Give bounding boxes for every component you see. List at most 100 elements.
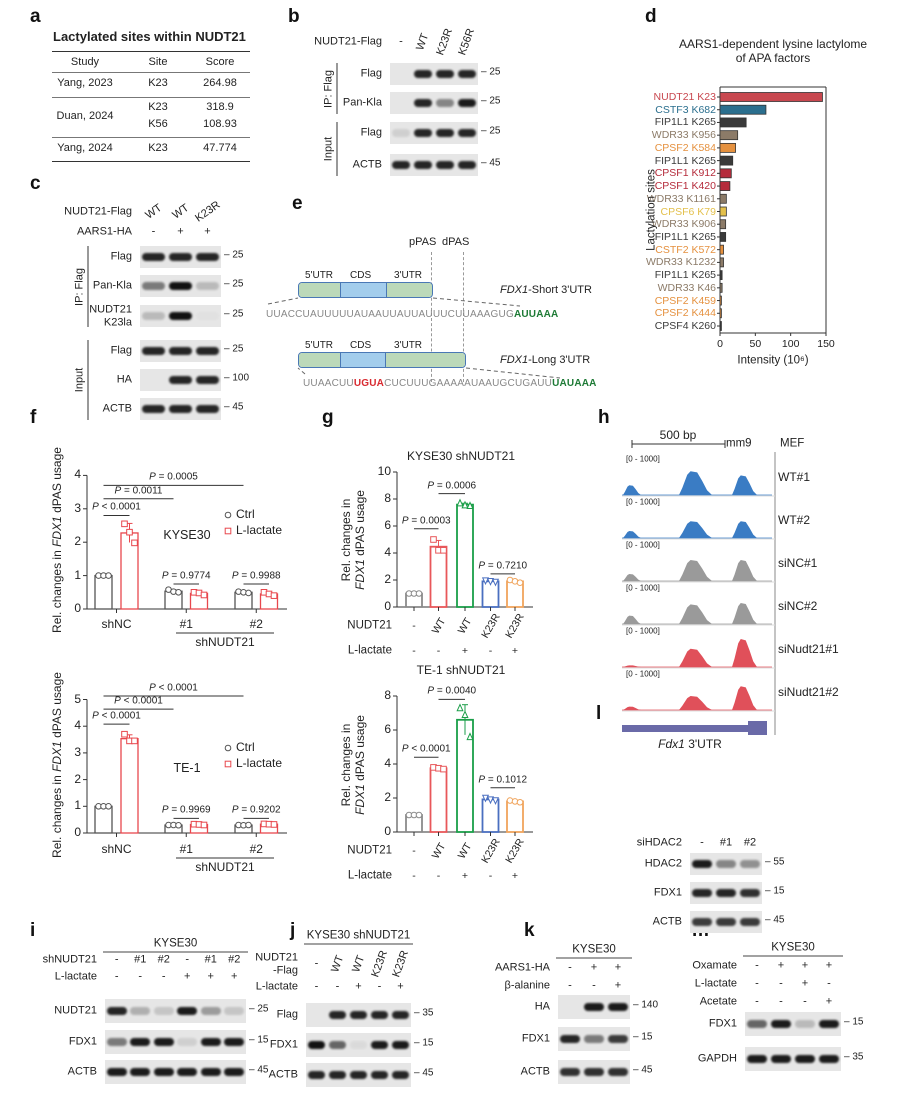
- p-value-label: P = 0.0040: [427, 685, 477, 697]
- segment-label-5utr: 5'UTR: [305, 270, 334, 281]
- segment-label-cds: CDS: [350, 340, 372, 351]
- pas-motif: UAUAAA: [552, 378, 597, 389]
- b-antibody-label: Flag: [360, 67, 382, 80]
- bar-wdr33-k46: [719, 282, 723, 293]
- m-lane-label: +: [825, 959, 833, 972]
- i-blot-strip: [105, 1030, 246, 1054]
- m-antibody-label: FDX1: [708, 1017, 737, 1030]
- c-antibody-label: Flag: [110, 250, 132, 263]
- k-lane-label: -: [592, 979, 596, 992]
- bar-fip1l1-k265: [719, 270, 723, 281]
- track-label: siNC#1: [778, 556, 818, 571]
- protein-band: [328, 1041, 347, 1049]
- coverage-peak: [679, 696, 712, 710]
- y-tick-label: 0: [384, 599, 391, 614]
- y-tick-label: 0: [74, 825, 81, 840]
- y-tick-label: 2: [74, 534, 81, 549]
- bar-cstf3-k682: [719, 104, 767, 115]
- coverage-peak: [679, 521, 712, 538]
- p-value-label: P = 0.1012: [478, 774, 528, 786]
- data-point: [105, 572, 112, 579]
- l-blot-strip: [690, 882, 762, 904]
- protein-band: [142, 347, 165, 355]
- data-point: [516, 798, 524, 806]
- j-antibody-label: Flag: [276, 1008, 298, 1021]
- data-point: [224, 511, 232, 519]
- isoform-text: -Short 3'UTR: [528, 284, 592, 296]
- protein-band: [106, 1038, 127, 1046]
- condition-value: +: [461, 869, 469, 882]
- table-rule: [52, 161, 250, 162]
- m-lane-label: +: [777, 959, 785, 972]
- c-mw-marker: – 25: [224, 278, 244, 290]
- segment-label-cds: CDS: [350, 270, 372, 281]
- protein-band: [196, 282, 219, 290]
- protein-band: [196, 253, 219, 261]
- coverage-peak: [679, 560, 712, 581]
- data-point: [415, 811, 423, 819]
- ugua-motif: UGUA: [353, 378, 385, 389]
- short-isoform-construct: [298, 282, 433, 298]
- coverage-peak: [679, 648, 712, 667]
- protein-band: [391, 129, 411, 137]
- category-label: FIP1L1 K265: [654, 269, 716, 282]
- cds-segment: [340, 353, 386, 367]
- y-tick-label: 2: [384, 572, 391, 587]
- i-lane-label: -: [138, 970, 143, 983]
- k-mw-marker: – 45: [633, 1064, 653, 1076]
- category-label: CSTF2 K572: [655, 243, 716, 256]
- panel-letter-a: a: [30, 6, 41, 27]
- segment-label-5utr: 5'UTR: [305, 340, 334, 351]
- table-cell-study: Yang, 2024: [57, 142, 113, 154]
- data-point: [224, 760, 232, 768]
- condition-value: -: [436, 869, 441, 882]
- coverage-peak: [623, 615, 641, 624]
- protein-band: [328, 1011, 347, 1019]
- coverage-peak: [732, 686, 757, 710]
- i-lane-label: +: [184, 970, 191, 983]
- p-value-label: P < 0.0001: [114, 695, 163, 707]
- protein-band: [435, 99, 455, 107]
- protein-band: [142, 405, 165, 413]
- protein-band: [224, 1007, 245, 1015]
- protein-band: [224, 1038, 245, 1046]
- y-axis-label: Rel. changes in FDX1 dPAS usage: [50, 672, 65, 858]
- gene-name: FDX1: [500, 354, 529, 366]
- k-lane-label: +: [614, 961, 622, 974]
- b-mw-marker: – 25: [481, 125, 501, 137]
- long-isoform-label: FDX1-Long 3'UTR: [500, 354, 590, 367]
- gene-model-utr: [622, 725, 750, 732]
- k-blot-strip: [558, 995, 630, 1019]
- genome-label: mm9: [726, 437, 752, 450]
- data-point: [200, 591, 208, 599]
- b-antibody-label: Flag: [360, 126, 382, 139]
- j-lane-label: +: [355, 980, 362, 993]
- x-tick-label: 0: [717, 337, 723, 350]
- protein-band: [328, 1071, 347, 1079]
- condition-value: -: [488, 644, 493, 657]
- protein-band: [142, 253, 165, 261]
- category-label: NUDT21 K23: [653, 90, 716, 103]
- y-tick-label: 8: [384, 491, 391, 506]
- utr3-segment: [387, 283, 432, 297]
- p-value-label: P = 0.0011: [114, 485, 163, 497]
- c-mw-marker: – 25: [224, 343, 244, 355]
- protein-band: [435, 129, 455, 137]
- m-lane-label: +: [801, 977, 809, 990]
- b-condition-label: NUDT21-Flag: [314, 35, 382, 48]
- j-blot-strip: [306, 1003, 411, 1027]
- table-header-study: Study: [70, 56, 100, 68]
- l-antibody-label: HDAC2: [644, 857, 682, 870]
- data-point: [466, 732, 474, 741]
- i-lane-label: #2: [228, 953, 241, 966]
- data-point: [440, 547, 447, 554]
- protein-band: [739, 860, 761, 868]
- m-lane-label: -: [779, 977, 783, 990]
- coverage-peak: [623, 665, 641, 667]
- data-point: [245, 821, 252, 829]
- protein-band: [794, 1055, 816, 1063]
- b-antibody-label: Pan-Kla: [342, 96, 382, 109]
- protein-band: [457, 161, 477, 169]
- j-lane-label: -: [314, 957, 319, 970]
- data-point: [456, 498, 464, 507]
